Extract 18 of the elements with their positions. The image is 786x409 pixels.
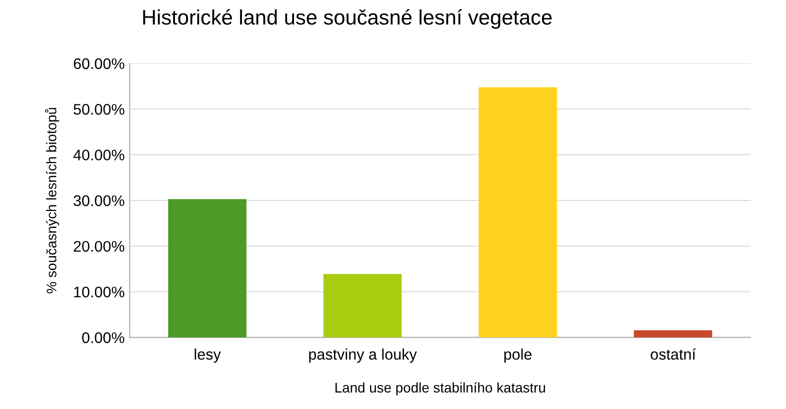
x-tick-label: pole	[504, 348, 532, 363]
chart-title: Historické land use současné lesní vegetace	[143, 9, 552, 29]
x-tick-label: lesy	[194, 348, 221, 363]
y-tick-label: 30.00%	[74, 195, 124, 206]
y-tick-label: 40.00%	[73, 150, 124, 160]
y-tick-label: 20.00%	[74, 240, 124, 252]
bar	[323, 274, 402, 338]
y-tick-label: 0.00%	[82, 332, 124, 344]
y-tick-label: 10.00%	[74, 286, 124, 298]
x-axis-title: Land use podle stabilního katastru	[336, 382, 546, 396]
bar	[634, 330, 712, 338]
x-tick-label: pastviny a louky	[309, 348, 417, 363]
y-tick-label: 50.00%	[74, 104, 124, 115]
bar	[168, 199, 246, 338]
bar	[478, 87, 557, 338]
y-axis-title: % současných lesních biotopů	[45, 108, 60, 294]
y-tick-label: 60.00%	[74, 58, 124, 70]
x-tick-label: ostatní	[650, 348, 696, 360]
